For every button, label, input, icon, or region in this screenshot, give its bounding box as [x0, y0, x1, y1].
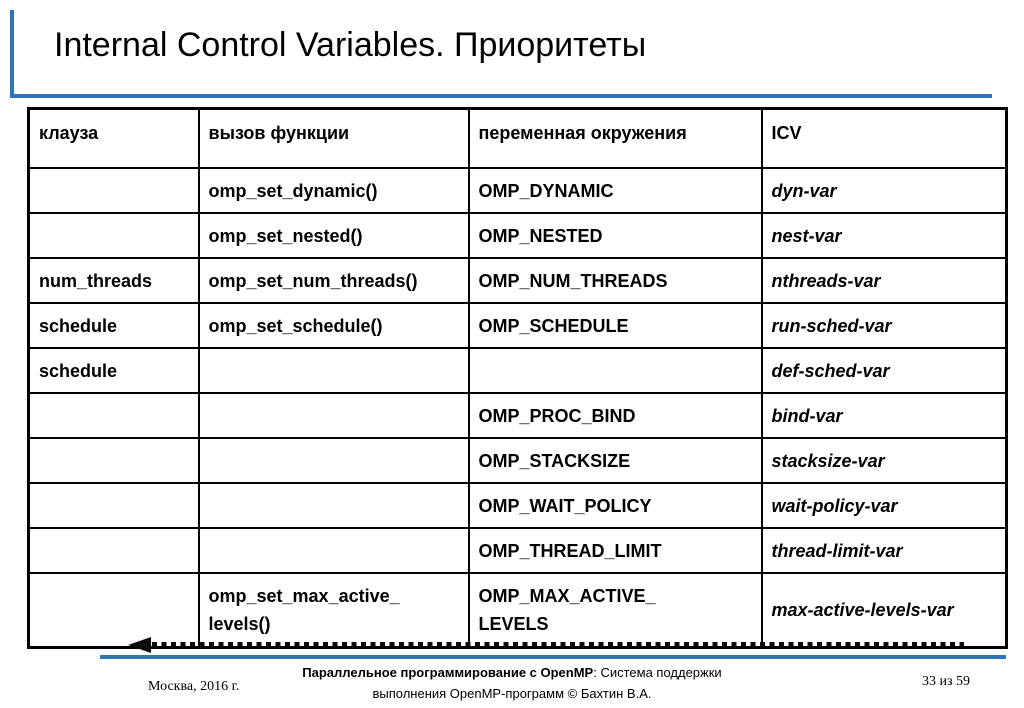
cell-icv: nthreads-var	[760, 257, 1008, 304]
col-header-function: вызов функции	[197, 107, 470, 169]
cell-envvar: OMP_NESTED	[467, 212, 763, 259]
title-underline	[10, 94, 992, 98]
cell-envvar: OMP_STACKSIZE	[467, 437, 763, 484]
col-header-envvar: переменная окружения	[467, 107, 763, 169]
col-header-clause: клауза	[27, 107, 200, 169]
page-number: 33 из 59	[922, 674, 971, 689]
cell-icv: run-sched-var	[760, 302, 1008, 349]
cell-icv: bind-var	[760, 392, 1008, 439]
cell-clause	[27, 392, 200, 439]
cell-clause	[27, 437, 200, 484]
icv-priorities-table: клауза вызов функции переменная окружени…	[27, 107, 1008, 649]
title-accent-left-line	[10, 10, 14, 98]
cell-envvar: OMP_SCHEDULE	[467, 302, 763, 349]
footer-divider-line	[100, 655, 1006, 659]
col-header-icv: ICV	[760, 107, 1008, 169]
cell-envvar: OMP_WAIT_POLICY	[467, 482, 763, 529]
cell-function: omp_set_dynamic()	[197, 167, 470, 214]
cell-clause: schedule	[27, 347, 200, 394]
cell-function: omp_set_num_threads()	[197, 257, 470, 304]
cell-clause	[27, 527, 200, 574]
footer-caption: Параллельное программирование с OpenMP: …	[273, 662, 751, 704]
priority-direction-arrow	[128, 636, 964, 653]
cell-envvar	[467, 347, 763, 394]
cell-clause	[27, 212, 200, 259]
cell-function	[197, 527, 470, 574]
cell-icv: thread-limit-var	[760, 527, 1008, 574]
cell-clause: schedule	[27, 302, 200, 349]
cell-icv: nest-var	[760, 212, 1008, 259]
table-row: omp_set_dynamic() OMP_DYNAMIC dyn-var	[27, 167, 1008, 214]
table-row: OMP_THREAD_LIMIT thread-limit-var	[27, 527, 1008, 574]
cell-function	[197, 347, 470, 394]
footer-caption-bold: Параллельное программирование с OpenMP	[302, 665, 594, 680]
page-title: Internal Control Variables. Приоритеты	[54, 26, 647, 64]
cell-envvar: OMP_PROC_BIND	[467, 392, 763, 439]
arrow-left-icon	[128, 636, 151, 653]
cell-envvar: OMP_DYNAMIC	[467, 167, 763, 214]
cell-icv: max-active-levels-var	[760, 572, 1008, 648]
cell-function	[197, 392, 470, 439]
footer-location: Москва, 2016 г.	[148, 679, 240, 694]
cell-icv: wait-policy-var	[760, 482, 1008, 529]
table-row: OMP_WAIT_POLICY wait-policy-var	[27, 482, 1008, 529]
cell-envvar: OMP_THREAD_LIMIT	[467, 527, 763, 574]
table-row: OMP_STACKSIZE stacksize-var	[27, 437, 1008, 484]
cell-function	[197, 482, 470, 529]
table-row: OMP_PROC_BIND bind-var	[27, 392, 1008, 439]
cell-clause	[27, 167, 200, 214]
cell-function: omp_set_schedule()	[197, 302, 470, 349]
cell-function: omp_set_nested()	[197, 212, 470, 259]
cell-clause: num_threads	[27, 257, 200, 304]
table-row: num_threads omp_set_num_threads() OMP_NU…	[27, 257, 1008, 304]
table-row: schedule def-sched-var	[27, 347, 1008, 394]
cell-icv: def-sched-var	[760, 347, 1008, 394]
cell-clause	[27, 482, 200, 529]
dotted-line	[152, 642, 964, 647]
table-row: omp_set_nested() OMP_NESTED nest-var	[27, 212, 1008, 259]
table-header-row: клауза вызов функции переменная окружени…	[27, 107, 1008, 169]
table-row: schedule omp_set_schedule() OMP_SCHEDULE…	[27, 302, 1008, 349]
cell-icv: stacksize-var	[760, 437, 1008, 484]
cell-clause	[27, 572, 200, 648]
cell-envvar: OMP_NUM_THREADS	[467, 257, 763, 304]
cell-icv: dyn-var	[760, 167, 1008, 214]
footer-caption-rest: : Система поддержки выполнения OpenMP-пр…	[372, 665, 722, 701]
cell-function	[197, 437, 470, 484]
